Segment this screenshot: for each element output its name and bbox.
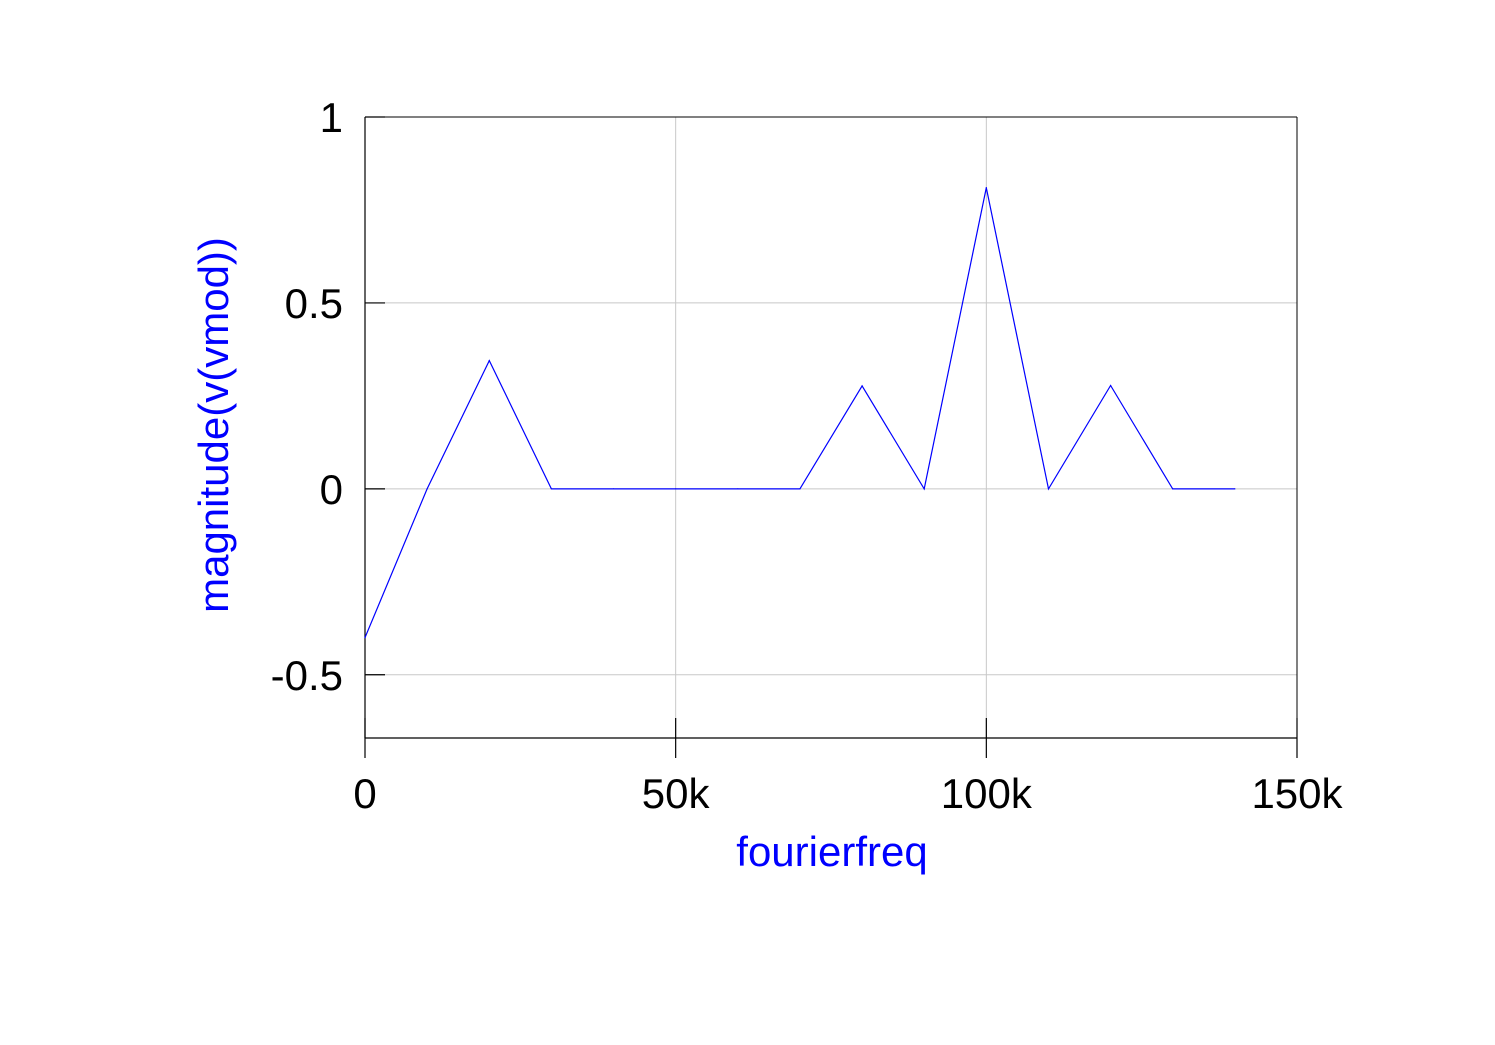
data-point — [861, 385, 863, 387]
data-point — [1047, 488, 1050, 490]
y-tick-label: 0.5 — [285, 280, 343, 327]
data-point — [799, 488, 801, 490]
y-axis-title: magnitude(v(vmod)) — [190, 237, 237, 613]
data-point — [426, 488, 428, 490]
data-point — [364, 636, 366, 639]
data-point — [1234, 488, 1236, 490]
data-point — [737, 488, 739, 490]
x-tick-label: 0 — [353, 770, 376, 817]
series-layer — [364, 187, 1236, 639]
x-axis-title: fourierfreq — [736, 828, 927, 875]
series-line — [364, 187, 1235, 638]
y-tick-label: -0.5 — [271, 652, 343, 699]
ticks — [364, 116, 1298, 758]
data-point — [985, 187, 987, 189]
data-point — [923, 488, 925, 490]
data-point — [612, 488, 615, 490]
data-point — [488, 359, 490, 362]
y-tick-label: 1 — [320, 94, 343, 141]
data-point — [550, 488, 553, 490]
data-point — [1172, 488, 1174, 490]
tick-labels: 0 50k 100k 150k -0.5 0 0.5 1 — [271, 94, 1344, 817]
x-tick-label: 150k — [1251, 770, 1343, 817]
x-tick-label: 100k — [941, 770, 1033, 817]
x-tick-label: 50k — [642, 770, 711, 817]
grid — [365, 117, 1297, 738]
data-point — [675, 488, 677, 490]
data-point — [1110, 384, 1112, 387]
axes — [364, 116, 1298, 739]
y-tick-label: 0 — [320, 466, 343, 513]
